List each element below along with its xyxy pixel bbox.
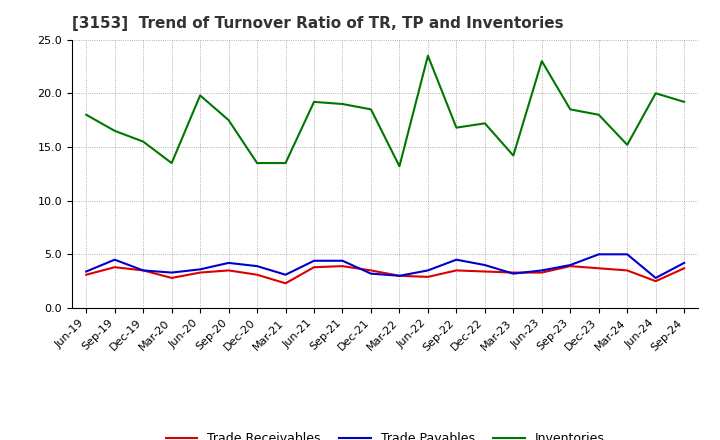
Inventories [82, 112, 91, 117]
Trade Receivables [423, 274, 432, 279]
Trade Payables [366, 271, 375, 276]
Legend: Trade Receivables, Trade Payables, Inventories: Trade Receivables, Trade Payables, Inven… [161, 427, 610, 440]
Trade Receivables [509, 270, 518, 275]
Trade Receivables [680, 266, 688, 271]
Trade Receivables [623, 268, 631, 273]
Trade Payables [395, 273, 404, 279]
Inventories [253, 161, 261, 166]
Inventories [537, 59, 546, 64]
Inventories [196, 93, 204, 98]
Inventories [366, 107, 375, 112]
Inventories [566, 107, 575, 112]
Trade Payables [282, 272, 290, 277]
Trade Receivables [652, 279, 660, 284]
Inventories [310, 99, 318, 105]
Trade Payables [225, 260, 233, 266]
Trade Payables [652, 275, 660, 281]
Inventories [338, 101, 347, 106]
Inventories [509, 153, 518, 158]
Trade Receivables [253, 272, 261, 277]
Inventories [652, 91, 660, 96]
Trade Payables [338, 258, 347, 264]
Inventories [452, 125, 461, 130]
Trade Payables [423, 268, 432, 273]
Trade Receivables [366, 268, 375, 273]
Trade Payables [139, 268, 148, 273]
Inventories [595, 112, 603, 117]
Inventories [423, 53, 432, 59]
Trade Receivables [196, 270, 204, 275]
Trade Receivables [452, 268, 461, 273]
Trade Payables [595, 252, 603, 257]
Line: Trade Receivables: Trade Receivables [86, 266, 684, 283]
Inventories [225, 117, 233, 123]
Inventories [167, 161, 176, 166]
Trade Receivables [225, 268, 233, 273]
Trade Receivables [310, 264, 318, 270]
Trade Receivables [167, 275, 176, 281]
Trade Receivables [139, 268, 148, 273]
Trade Payables [680, 260, 688, 266]
Inventories [395, 164, 404, 169]
Inventories [139, 139, 148, 144]
Trade Payables [452, 257, 461, 262]
Trade Payables [196, 267, 204, 272]
Trade Receivables [338, 264, 347, 269]
Trade Payables [537, 268, 546, 273]
Trade Payables [110, 257, 119, 262]
Trade Receivables [566, 264, 575, 269]
Inventories [110, 128, 119, 133]
Trade Receivables [595, 266, 603, 271]
Line: Trade Payables: Trade Payables [86, 254, 684, 278]
Text: [3153]  Trend of Turnover Ratio of TR, TP and Inventories: [3153] Trend of Turnover Ratio of TR, TP… [72, 16, 564, 32]
Line: Inventories: Inventories [86, 56, 684, 166]
Trade Receivables [480, 269, 489, 274]
Trade Payables [623, 252, 631, 257]
Trade Payables [509, 271, 518, 276]
Trade Receivables [82, 272, 91, 277]
Inventories [480, 121, 489, 126]
Trade Receivables [282, 281, 290, 286]
Trade Payables [167, 270, 176, 275]
Trade Payables [82, 269, 91, 274]
Trade Receivables [110, 264, 119, 270]
Trade Receivables [395, 273, 404, 279]
Trade Payables [480, 262, 489, 268]
Trade Payables [253, 264, 261, 269]
Inventories [282, 161, 290, 166]
Inventories [623, 142, 631, 147]
Trade Payables [310, 258, 318, 264]
Trade Payables [566, 262, 575, 268]
Trade Receivables [537, 270, 546, 275]
Inventories [680, 99, 688, 105]
